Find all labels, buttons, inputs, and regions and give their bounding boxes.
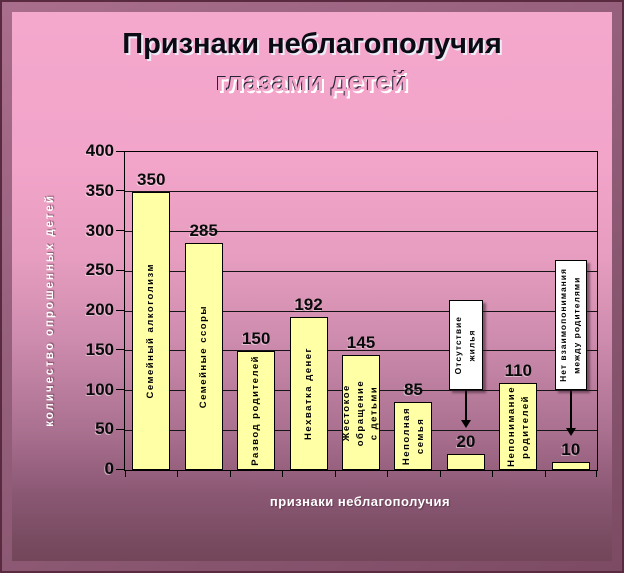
x-tick-mark — [387, 471, 389, 477]
bar-category-label: Семейные ссоры — [197, 305, 209, 409]
chart-title-line-1: Признаки неблагополучия — [122, 28, 502, 60]
bar-value-label: 150 — [241, 328, 271, 348]
y-tick-mark — [116, 230, 124, 231]
category-slot: Неполная семья 85 — [387, 152, 439, 470]
bar-value-label: 10 — [561, 440, 581, 460]
y-tick-label: 0 — [104, 459, 114, 478]
callout-category-label: Нет взаимопонимания между родителями — [558, 268, 582, 382]
bar: Непонимание родителей — [499, 382, 538, 470]
callout-arrow-head — [565, 428, 576, 437]
y-tick-label: 250 — [85, 260, 114, 280]
x-axis-title: признаки неблагополучия — [269, 494, 451, 509]
x-tick-mark — [229, 471, 231, 477]
bar: Неполная семья — [394, 402, 433, 470]
y-tick-mark — [116, 150, 124, 152]
x-tick-mark — [334, 471, 336, 477]
bar-category-label: Развод родителей — [250, 355, 262, 466]
y-tick-label: 300 — [85, 220, 114, 240]
bar: Семейный алкоголизм — [132, 191, 171, 470]
y-tick-mark — [116, 269, 124, 271]
x-tick-mark — [544, 471, 546, 477]
category-slot: 10 Нет взаимопонимания между родителями — [545, 152, 597, 470]
x-tick-mark — [492, 471, 494, 477]
chart-title-line-2: глазами детей — [216, 67, 408, 98]
y-tick-label: 350 — [85, 180, 114, 200]
bar-value-label: 350 — [137, 169, 166, 189]
y-tick-mark — [116, 468, 124, 470]
y-tick-mark — [116, 190, 124, 192]
y-tick-label: 400 — [85, 141, 114, 160]
chart-title: Признаки неблагополучия глазами детей — [12, 26, 612, 100]
x-tick-mark — [439, 471, 441, 477]
x-tick-mark — [282, 471, 284, 477]
gridline — [125, 231, 597, 232]
bar-category-label: Неполная семья — [400, 407, 426, 466]
x-tick-mark — [125, 471, 126, 477]
bar-value-label: 192 — [294, 295, 323, 315]
bar-value-label: 20 — [456, 432, 476, 452]
callout-arrow-head — [460, 420, 471, 429]
category-slot: 20 Отсутствие жилья — [440, 152, 492, 470]
bar: Развод родителей — [237, 350, 276, 470]
x-tick-mark — [177, 471, 179, 477]
y-tick-label: 50 — [95, 419, 114, 439]
callout-arrow — [565, 390, 576, 437]
bar-value-label: 285 — [189, 221, 218, 241]
y-tick-mark — [116, 349, 124, 351]
y-tick-label: 150 — [85, 339, 114, 359]
category-slot: Развод родителей 150 — [230, 152, 282, 470]
callout-category-label: Отсутствие жилья — [453, 315, 477, 375]
bar-value-label: 85 — [403, 380, 423, 400]
callout-box: Нет взаимопонимания между родителями — [554, 260, 587, 391]
y-tick-label: 200 — [85, 300, 114, 319]
bar: Нехватка денег — [289, 317, 328, 470]
y-tick-label: 100 — [85, 379, 114, 399]
callout-arrow-line — [569, 390, 572, 429]
bar — [551, 462, 590, 470]
bar-value-label: 110 — [504, 360, 532, 380]
bar-category-label: Семейный алкоголизм — [145, 263, 157, 399]
bar-category-label: Жестокое обращение с детьми — [341, 379, 380, 446]
y-tick-mark — [116, 428, 124, 430]
callout-box: Отсутствие жилья — [448, 300, 483, 391]
x-tick-mark — [596, 471, 597, 477]
gridline — [125, 270, 597, 272]
gridline — [125, 191, 597, 193]
bar-slots: Семейный алкоголизм 350 Семейные ссоры 285 Р… — [125, 152, 597, 470]
bar: Жестокое обращение с детьми — [341, 354, 380, 470]
bar — [446, 454, 485, 470]
y-axis-tick-marks — [116, 150, 124, 470]
y-tick-mark — [116, 309, 124, 311]
category-slot: Жестокое обращение с детьми 145 — [335, 152, 387, 470]
bar: Семейные ссоры — [184, 243, 223, 470]
y-tick-mark — [116, 389, 124, 390]
bar-value-label: 145 — [346, 332, 376, 352]
category-slot: Семейный алкоголизм 350 — [125, 152, 177, 470]
callout-arrow-line — [464, 390, 467, 421]
category-slot: Нехватка денег 192 — [282, 152, 334, 470]
callout-arrow — [460, 390, 471, 429]
bar-category-label: Нехватка денег — [302, 347, 314, 441]
y-axis-tick-labels: 0 50 100 150 200 250 300 350 400 — [54, 141, 114, 478]
bar-category-label: Непонимание родителей — [505, 385, 531, 467]
category-slot: Семейные ссоры 285 — [177, 152, 229, 470]
gridline — [125, 310, 597, 312]
category-slot: Непонимание родителей 110 — [492, 152, 544, 470]
gridline — [125, 350, 597, 352]
chart-plot-area: Семейный алкоголизм 350 Семейные ссоры 285 Р… — [124, 151, 598, 477]
